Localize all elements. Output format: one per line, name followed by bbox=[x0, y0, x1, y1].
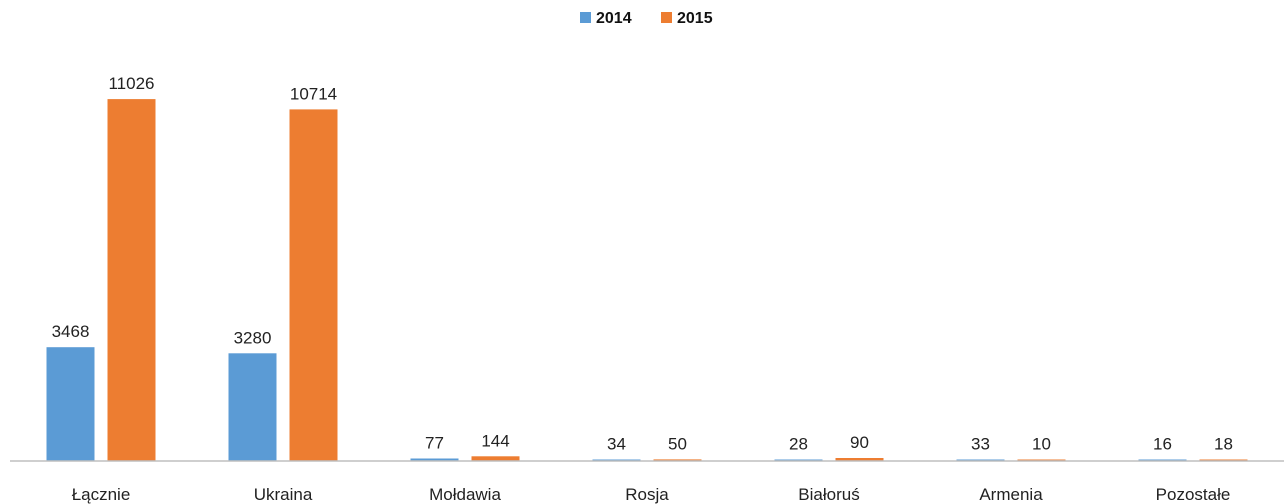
data-label-pozostale-2014: 16 bbox=[1153, 435, 1172, 454]
bar-moldawia-2015 bbox=[471, 456, 520, 461]
data-label-ukraina-2015: 10714 bbox=[290, 84, 337, 103]
bar-lacznie-2015 bbox=[107, 99, 156, 461]
data-label-bialorus-2014: 28 bbox=[789, 435, 808, 454]
data-label-lacznie-2015: 11026 bbox=[108, 74, 154, 93]
bar-moldawia-2014 bbox=[410, 458, 459, 461]
category-label-armenia: Armenia bbox=[979, 485, 1043, 504]
category-labels-group: Łącznie Ukraina Mołdawia Rosja Białoruś Armen… bbox=[72, 485, 1231, 504]
data-label-bialorus-2015: 90 bbox=[850, 433, 869, 452]
bar-lacznie-2014 bbox=[46, 347, 95, 461]
bar-ukraina-2015 bbox=[289, 109, 338, 462]
legend-swatch-2014 bbox=[580, 12, 591, 23]
data-label-ukraina-2014: 3280 bbox=[234, 328, 272, 347]
legend-label-2014: 2014 bbox=[596, 10, 632, 27]
category-label-pozostale: Pozostałe bbox=[1156, 485, 1231, 504]
category-label-moldawia: Mołdawia bbox=[429, 485, 501, 504]
data-label-armenia-2014: 33 bbox=[971, 435, 990, 454]
data-label-armenia-2015: 10 bbox=[1032, 435, 1051, 454]
legend-swatch-2015 bbox=[661, 12, 672, 23]
data-label-pozostale-2015: 18 bbox=[1214, 435, 1233, 454]
value-labels-group: 3468 11026 3280 10714 77 144 34 50 28 90 33 10 16 18 bbox=[52, 74, 1233, 453]
category-label-rosja: Rosja bbox=[625, 485, 669, 504]
data-label-rosja-2015: 50 bbox=[668, 434, 687, 453]
data-label-moldawia-2015: 144 bbox=[481, 431, 509, 450]
category-label-ukraina: Ukraina bbox=[254, 485, 313, 504]
data-label-rosja-2014: 34 bbox=[607, 435, 626, 454]
bar-rosja-2015 bbox=[653, 459, 702, 461]
data-label-moldawia-2014: 77 bbox=[425, 434, 444, 453]
bars-group bbox=[46, 99, 1248, 462]
legend-label-2015: 2015 bbox=[677, 10, 713, 27]
legend: 2014 2015 bbox=[580, 10, 713, 27]
category-label-lacznie: Łącznie bbox=[72, 485, 131, 504]
data-label-lacznie-2014: 3468 bbox=[52, 322, 90, 341]
bar-bialorus-2015 bbox=[835, 458, 884, 461]
category-label-bialorus: Białoruś bbox=[798, 485, 859, 504]
bar-ukraina-2014 bbox=[228, 353, 277, 461]
